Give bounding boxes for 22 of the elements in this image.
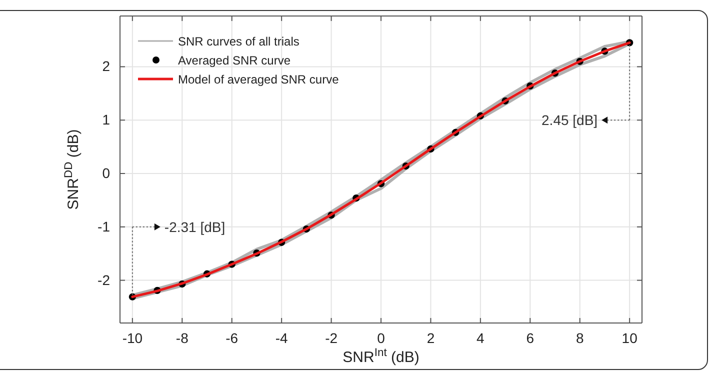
x-tick-label: 0	[377, 330, 386, 346]
annotation: 2.45 [dB]	[542, 112, 598, 128]
x-tick-label: -2	[325, 330, 338, 346]
legend-label: SNR curves of all trials	[178, 34, 300, 48]
legend-label: Model of averaged SNR curve	[178, 72, 340, 86]
x-tick-label: 8	[576, 330, 584, 346]
x-tick-label: 4	[476, 330, 485, 346]
x-tick-label: 2	[426, 330, 435, 346]
x-tick-label: 10	[622, 330, 638, 346]
y-tick-label: -1	[98, 218, 110, 234]
y-tick-label: 0	[102, 164, 110, 181]
x-tick-label: -10	[122, 330, 143, 346]
y-tick-label: 1	[102, 112, 110, 128]
x-tick-label: -8	[176, 330, 189, 346]
y-tick-label: -2	[98, 272, 110, 288]
x-tick-label: -6	[226, 330, 238, 346]
legend-label: Averaged SNR curve	[178, 54, 291, 68]
y-tick-label: 2	[102, 58, 110, 74]
x-tick-label: 6	[526, 330, 534, 346]
annotation: -2.31 [dB]	[164, 218, 226, 235]
x-axis-title: SNR$^{Int}$ (dB)	[342, 347, 420, 366]
x-tick-label: -4	[275, 330, 288, 346]
